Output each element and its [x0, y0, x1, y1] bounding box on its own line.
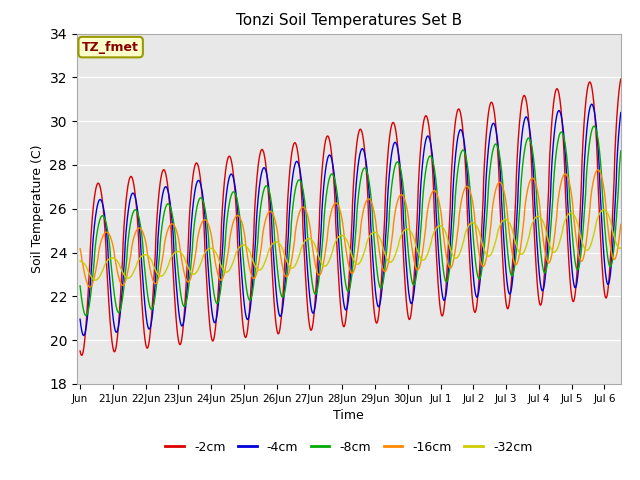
Title: Tonzi Soil Temperatures Set B: Tonzi Soil Temperatures Set B [236, 13, 462, 28]
Text: TZ_fmet: TZ_fmet [82, 41, 139, 54]
X-axis label: Time: Time [333, 409, 364, 422]
Legend: -2cm, -4cm, -8cm, -16cm, -32cm: -2cm, -4cm, -8cm, -16cm, -32cm [160, 436, 538, 459]
Y-axis label: Soil Temperature (C): Soil Temperature (C) [31, 144, 44, 273]
